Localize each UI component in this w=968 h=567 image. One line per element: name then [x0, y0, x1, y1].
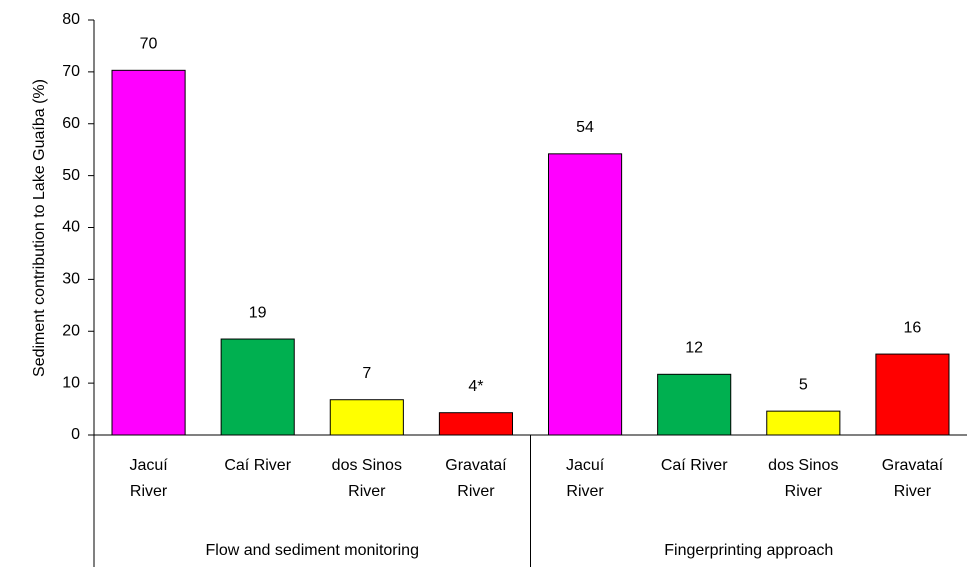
- data-label: 16: [904, 319, 922, 336]
- y-tick-label: 0: [71, 426, 80, 443]
- x-tick-label: dos Sinos River: [768, 457, 838, 500]
- y-tick-label: 40: [62, 219, 80, 236]
- group-label: Fingerprinting approach: [664, 542, 833, 559]
- data-label: 19: [249, 304, 267, 321]
- x-tick-label: Gravataí River: [882, 457, 944, 500]
- bar: [329, 399, 404, 436]
- bar: [875, 353, 950, 436]
- bar: [220, 338, 295, 436]
- data-label: 70: [140, 36, 158, 53]
- y-tick-label: 70: [62, 63, 80, 80]
- y-tick-label: 50: [62, 167, 80, 184]
- y-tick-label: 10: [62, 374, 80, 391]
- bar: [111, 69, 186, 436]
- bar: [657, 373, 732, 436]
- x-tick-label: Jacuí River: [129, 457, 168, 500]
- data-label: 54: [576, 119, 594, 136]
- y-tick-label: 20: [62, 322, 80, 339]
- group-label: Flow and sediment monitoring: [206, 542, 419, 559]
- bar: [548, 153, 623, 436]
- x-tick-label: Caí River: [661, 457, 728, 474]
- data-label: 12: [685, 340, 703, 357]
- bar: [438, 412, 513, 436]
- x-tick-label: Caí River: [224, 457, 291, 474]
- data-label: 4*: [468, 378, 483, 395]
- y-axis-label: Sediment contribution to Lake Guaíba (%): [31, 79, 48, 377]
- y-tick-label: 80: [62, 11, 80, 28]
- x-tick-label: Jacuí River: [566, 457, 605, 500]
- bar: [766, 410, 841, 436]
- data-label: 7: [362, 365, 371, 382]
- x-tick-label: dos Sinos River: [332, 457, 402, 500]
- data-label: 5: [799, 376, 808, 393]
- y-tick-label: 30: [62, 271, 80, 288]
- x-tick-label: Gravataí River: [445, 457, 507, 500]
- y-tick-label: 60: [62, 115, 80, 132]
